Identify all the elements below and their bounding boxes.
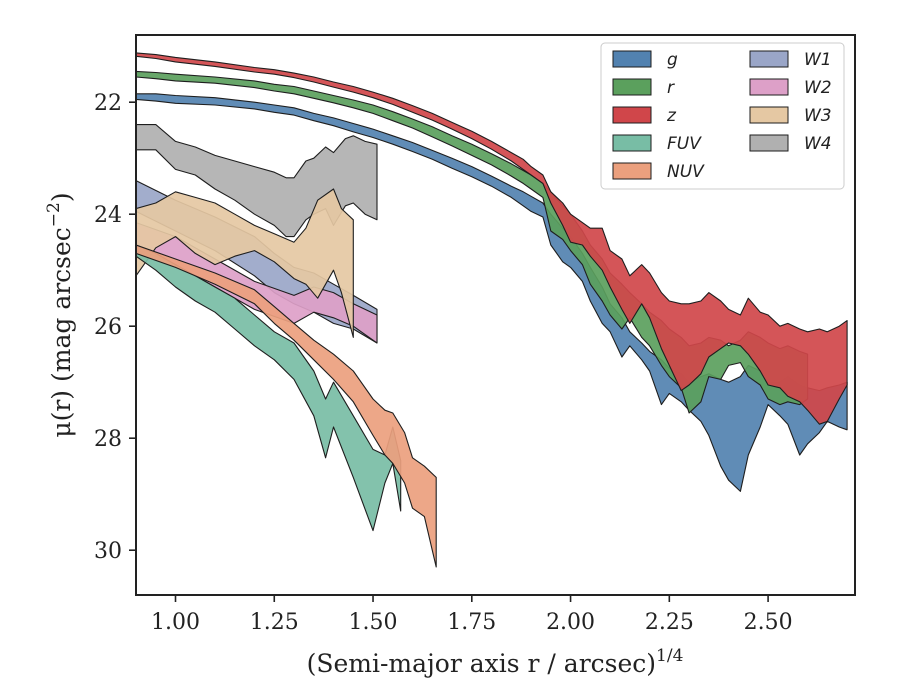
band-nuv	[136, 244, 437, 568]
y-tick-label: 28	[94, 427, 122, 452]
band-z	[136, 52, 848, 425]
legend-label-z: z	[666, 106, 677, 126]
x-tick-label: 2.00	[546, 610, 595, 635]
legend-label-g: g	[667, 50, 678, 70]
legend: grz FUV NUV W1 W2 W3 W4	[600, 42, 845, 190]
y-tick-label: 22	[94, 91, 122, 116]
legend-label-w3: W3	[804, 106, 832, 126]
legend-label-w4: W4	[804, 134, 832, 154]
band-g	[136, 93, 848, 492]
y-tick-label: 30	[94, 539, 122, 564]
x-axis-ticks: 1.00 1.25 1.50 1.75 2.00 2.25 2.50	[151, 595, 793, 635]
legend-label-r: r	[667, 78, 675, 98]
legend-swatch-r	[612, 78, 652, 96]
x-tick-label: 2.25	[645, 610, 694, 635]
legend-swatch-w4	[749, 134, 789, 152]
y-tick-label: 26	[94, 315, 122, 340]
legend-label-nuv: NUV	[667, 162, 705, 182]
y-tick-label: 24	[94, 203, 122, 228]
bands-layer	[136, 52, 848, 568]
y-axis-title: μ(r) (mag arcsec−2)	[44, 192, 76, 437]
band-w3	[136, 188, 354, 338]
legend-label-fuv: FUV	[667, 134, 702, 154]
x-tick-label: 2.50	[744, 610, 793, 635]
x-tick-label: 1.50	[349, 610, 398, 635]
legend-label-w2: W2	[804, 78, 832, 98]
legend-swatch-w2	[749, 78, 789, 96]
x-axis-title: (Semi-major axis r / arcsec)1/4	[307, 646, 684, 678]
x-tick-label: 1.75	[447, 610, 496, 635]
legend-label-w1: W1	[804, 50, 832, 70]
legend-swatch-w3	[749, 106, 789, 124]
legend-swatch-z	[612, 106, 652, 124]
legend-swatch-nuv	[612, 162, 652, 180]
plot-frame	[135, 34, 856, 596]
y-axis-ticks: 22 24 26 28 30	[94, 91, 136, 564]
x-tick-label: 1.00	[151, 610, 200, 635]
band-fuv	[136, 244, 402, 532]
legend-swatch-w1	[749, 50, 789, 68]
x-tick-label: 1.25	[250, 610, 299, 635]
legend-swatch-fuv	[612, 134, 652, 152]
legend-swatch-g	[612, 50, 652, 68]
